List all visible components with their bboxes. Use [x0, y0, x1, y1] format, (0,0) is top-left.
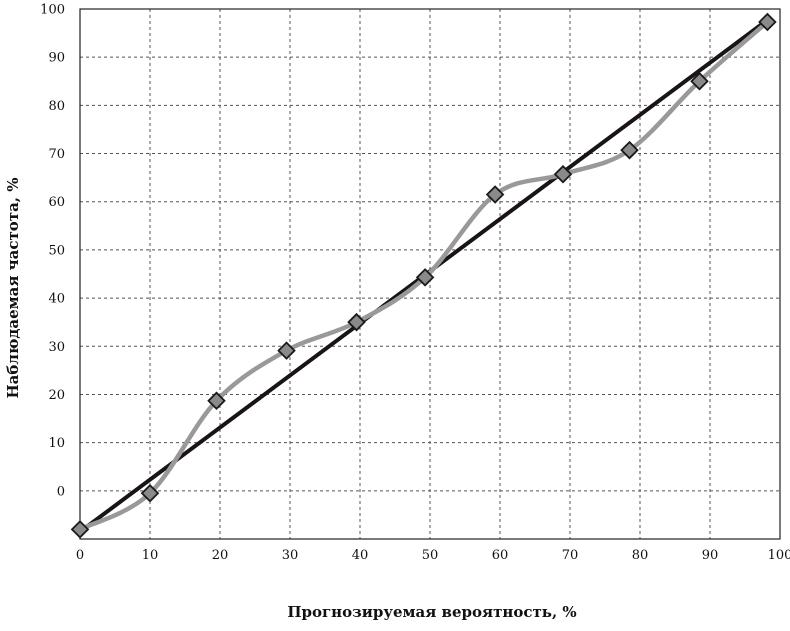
- y-tick-label: 90: [48, 51, 65, 66]
- y-tick-label: 10: [48, 436, 65, 451]
- data-point-marker: [140, 483, 160, 503]
- x-axis-title: Прогнозируемая вероятность, %: [287, 603, 576, 621]
- x-tick-label: 40: [352, 548, 369, 563]
- x-tick-label: 50: [422, 548, 439, 563]
- data-point-marker: [690, 71, 709, 91]
- x-tick-label: 30: [282, 548, 299, 563]
- x-tick-label: 70: [562, 548, 579, 563]
- x-tick-label: 60: [492, 548, 509, 563]
- data-point-marker: [758, 12, 777, 32]
- data-point-marker: [207, 391, 226, 410]
- data-point-marker: [485, 185, 505, 204]
- x-tick-label: 80: [632, 548, 649, 563]
- y-tick-label: 60: [48, 195, 65, 210]
- data-point-marker: [70, 520, 90, 539]
- grid: [80, 9, 780, 539]
- series: [70, 12, 777, 539]
- data-point-marker: [620, 140, 639, 160]
- y-tick-label: 50: [48, 243, 65, 258]
- data-point-marker: [553, 164, 573, 184]
- x-tick-label: 90: [702, 548, 719, 563]
- y-tick-label: 40: [48, 292, 65, 307]
- y-axis-title: Наблюдаемая частота, %: [4, 177, 22, 398]
- plot-area-frame: [79, 8, 781, 540]
- x-tick-label: 100: [768, 548, 790, 563]
- data-point-marker: [415, 268, 435, 287]
- tick-labels: 0 10 20 30 40 50 60 70 80 90 100 0 10 20 30 40 50 60 70 80 9…: [40, 3, 790, 564]
- y-tick-label: 0: [57, 484, 65, 499]
- y-tick-label: 70: [48, 147, 65, 162]
- data-point-marker: [277, 341, 296, 360]
- x-tick-label: 20: [212, 548, 229, 563]
- y-tick-label: 80: [48, 99, 65, 114]
- y-tick-label: 30: [48, 340, 65, 355]
- data-point-marker: [347, 312, 366, 332]
- y-tick-label: 20: [48, 388, 65, 403]
- x-tick-label: 0: [76, 548, 84, 563]
- y-tick-label: 100: [40, 3, 65, 18]
- x-tick-label: 10: [142, 548, 159, 563]
